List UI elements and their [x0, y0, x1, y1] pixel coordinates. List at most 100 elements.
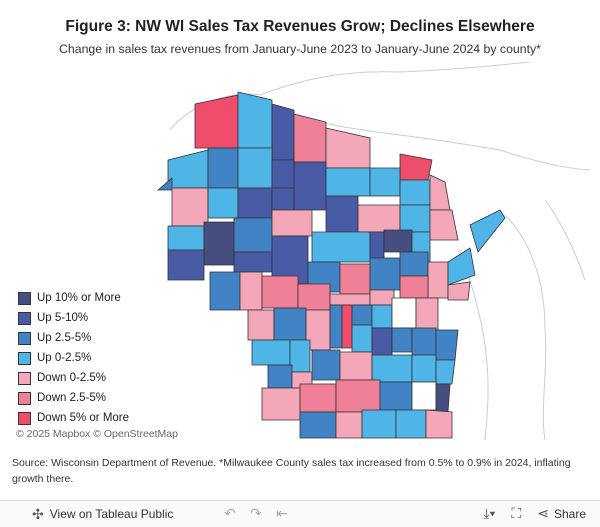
- county-tile[interactable]: [329, 304, 343, 349]
- county-tile[interactable]: [167, 149, 209, 189]
- county-tile[interactable]: [311, 231, 371, 263]
- map-attribution[interactable]: © 2025 Mapbox © OpenStreetMap: [16, 428, 178, 440]
- legend-item[interactable]: Up 5-10%: [18, 308, 129, 328]
- county-tile[interactable]: [329, 293, 371, 306]
- county-tile[interactable]: [339, 351, 373, 381]
- county-tile[interactable]: [399, 251, 429, 277]
- county-tile[interactable]: [369, 167, 401, 197]
- county-tile[interactable]: [341, 304, 353, 349]
- county-tile[interactable]: [293, 161, 327, 211]
- county-map[interactable]: [10, 62, 590, 444]
- map-svg[interactable]: [10, 62, 590, 444]
- county-tile[interactable]: [325, 127, 371, 169]
- county-tile[interactable]: [207, 187, 239, 219]
- county-tile[interactable]: [209, 271, 241, 311]
- county-tile[interactable]: [237, 147, 273, 189]
- county-tile[interactable]: [194, 94, 239, 149]
- county-tile[interactable]: [469, 209, 506, 253]
- county-tile[interactable]: [399, 204, 431, 233]
- county-tile[interactable]: [299, 411, 337, 439]
- county-tile[interactable]: [239, 271, 263, 311]
- county-tile[interactable]: [325, 167, 371, 197]
- county-tile[interactable]: [399, 179, 431, 206]
- share-button[interactable]: Share: [553, 506, 586, 521]
- county-tile[interactable]: [251, 339, 291, 366]
- share-icon[interactable]: ⋖: [537, 505, 549, 521]
- county-tile[interactable]: [391, 297, 417, 329]
- county-tile[interactable]: [261, 387, 301, 421]
- legend-item[interactable]: Up 0-2.5%: [18, 348, 129, 368]
- legend-item[interactable]: Up 10% or More: [18, 288, 129, 308]
- county-tile[interactable]: [429, 174, 451, 211]
- county-tile[interactable]: [391, 327, 413, 353]
- county-tile[interactable]: [335, 379, 381, 413]
- county-tile[interactable]: [435, 359, 456, 385]
- county-tile[interactable]: [425, 409, 453, 439]
- county-tile[interactable]: [395, 409, 427, 439]
- county-tile[interactable]: [369, 289, 395, 306]
- county-tile[interactable]: [271, 187, 295, 211]
- county-tile[interactable]: [171, 187, 209, 227]
- county-tile[interactable]: [371, 304, 393, 329]
- county-tile[interactable]: [369, 257, 401, 291]
- county-tile[interactable]: [203, 221, 235, 266]
- county-tile[interactable]: [233, 217, 273, 253]
- legend-swatch: [18, 351, 31, 365]
- county-tile[interactable]: [357, 204, 401, 233]
- county-tile[interactable]: [261, 275, 299, 309]
- county-tile[interactable]: [435, 329, 459, 361]
- county-tile[interactable]: [379, 381, 413, 411]
- redo-icon[interactable]: ↷: [250, 505, 262, 521]
- county-tile[interactable]: [233, 251, 273, 273]
- county-tile[interactable]: [273, 307, 307, 341]
- county-tile[interactable]: [267, 364, 293, 389]
- county-tile[interactable]: [167, 225, 205, 251]
- view-on-tableau-link[interactable]: ✣ View on Tableau Public: [32, 506, 173, 523]
- county-tile[interactable]: [447, 281, 471, 301]
- county-tile[interactable]: [271, 103, 295, 161]
- county-tile[interactable]: [383, 229, 413, 253]
- download-icon[interactable]: ⤓▾: [483, 505, 496, 521]
- county-tile[interactable]: [271, 159, 295, 189]
- legend-item[interactable]: Down 2.5-5%: [18, 388, 129, 408]
- county-tile[interactable]: [371, 354, 413, 383]
- county-tile[interactable]: [339, 263, 371, 295]
- legend-item[interactable]: Up 2.5-5%: [18, 328, 129, 348]
- legend-item[interactable]: Down 5% or More: [18, 408, 129, 428]
- county-tile[interactable]: [369, 231, 385, 259]
- county-tile[interactable]: [351, 324, 373, 353]
- county-tile[interactable]: [361, 409, 397, 439]
- legend-item[interactable]: Down 0-2.5%: [18, 368, 129, 388]
- county-tile[interactable]: [297, 283, 331, 311]
- fullscreen-icon[interactable]: ⛶: [511, 505, 522, 521]
- county-tile[interactable]: [399, 153, 433, 181]
- county-tile[interactable]: [335, 411, 363, 439]
- county-tiles[interactable]: [156, 91, 506, 439]
- county-tile[interactable]: [247, 309, 275, 341]
- county-tile[interactable]: [429, 209, 459, 241]
- county-tile[interactable]: [237, 187, 273, 219]
- county-tile[interactable]: [411, 354, 437, 383]
- county-tile[interactable]: [411, 327, 437, 356]
- undo-icon[interactable]: ↶: [224, 505, 236, 521]
- county-tile[interactable]: [435, 383, 451, 413]
- county-tile[interactable]: [411, 381, 437, 411]
- county-tile[interactable]: [325, 195, 359, 233]
- county-tile[interactable]: [371, 327, 393, 356]
- county-tile[interactable]: [237, 91, 273, 149]
- county-tile[interactable]: [351, 304, 373, 326]
- county-tile[interactable]: [271, 209, 313, 237]
- county-tile[interactable]: [399, 275, 429, 299]
- county-tile[interactable]: [447, 247, 476, 286]
- county-tile[interactable]: [156, 177, 173, 191]
- county-tile[interactable]: [415, 297, 439, 331]
- county-tile[interactable]: [167, 249, 205, 281]
- county-tile[interactable]: [289, 339, 311, 373]
- figure-title: Figure 3: NW WI Sales Tax Revenues Grow;…: [65, 18, 535, 35]
- revert-icon[interactable]: ⇤: [276, 505, 288, 521]
- county-tile[interactable]: [311, 349, 341, 381]
- county-tile[interactable]: [427, 261, 449, 299]
- county-tile[interactable]: [299, 383, 337, 413]
- county-tile[interactable]: [293, 113, 327, 163]
- county-tile[interactable]: [207, 147, 239, 189]
